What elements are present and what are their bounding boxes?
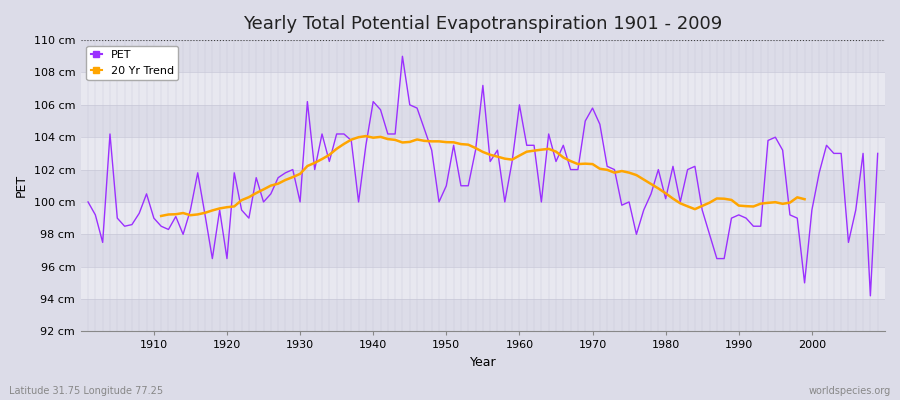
Bar xyxy=(81,40,885,72)
Y-axis label: PET: PET xyxy=(15,174,28,197)
Bar xyxy=(81,234,885,267)
Legend: PET, 20 Yr Trend: PET, 20 Yr Trend xyxy=(86,46,178,80)
Bar xyxy=(81,170,885,202)
Bar xyxy=(81,137,885,170)
Bar xyxy=(81,105,885,137)
Text: Latitude 31.75 Longitude 77.25: Latitude 31.75 Longitude 77.25 xyxy=(9,386,163,396)
Bar xyxy=(81,299,885,332)
Text: worldspecies.org: worldspecies.org xyxy=(809,386,891,396)
Bar xyxy=(81,267,885,299)
Title: Yearly Total Potential Evapotranspiration 1901 - 2009: Yearly Total Potential Evapotranspiratio… xyxy=(243,15,723,33)
Bar xyxy=(81,202,885,234)
Bar xyxy=(81,72,885,105)
X-axis label: Year: Year xyxy=(470,356,496,369)
